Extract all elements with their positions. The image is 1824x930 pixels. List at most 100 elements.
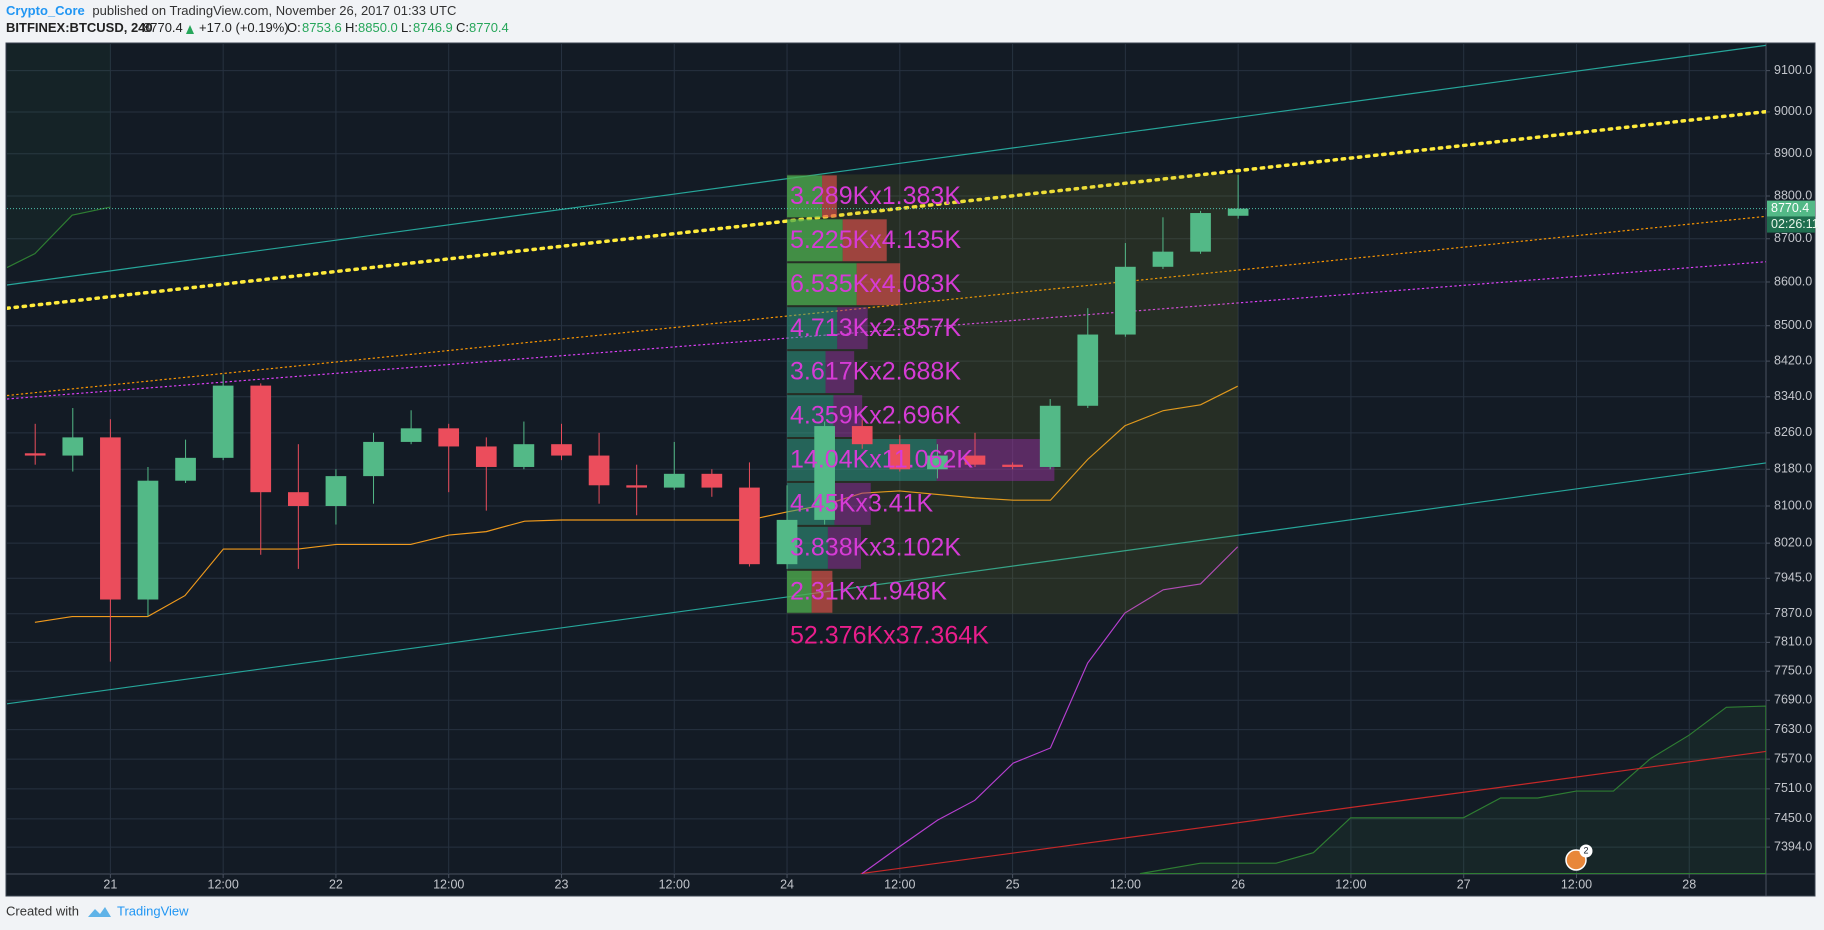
y-tick-label: 8180.0: [1774, 462, 1812, 476]
candle-body: [588, 455, 610, 486]
footer-brand[interactable]: TradingView: [117, 903, 189, 918]
candle-body: [663, 473, 685, 488]
y-tick-label: 7810.0: [1774, 635, 1812, 649]
profile-buy: [787, 570, 812, 613]
profile-label: 3.289Kx1.383K: [790, 182, 961, 210]
profile-sell: [834, 482, 871, 525]
x-tick-label: 23: [555, 877, 569, 891]
close-value: 8770.4: [469, 20, 509, 35]
trend-line: [860, 750, 1766, 874]
y-tick-label: 7630.0: [1774, 722, 1812, 736]
ohlc-name: C:: [456, 20, 469, 35]
y-tick-label: 8800.0: [1774, 188, 1812, 202]
y-tick-label: 7450.0: [1774, 811, 1812, 825]
profile-label: 4.45Kx3.41K: [790, 490, 933, 518]
candle-body: [1002, 464, 1023, 467]
ohlc-name: L:: [401, 20, 412, 35]
badge: 2: [1565, 844, 1593, 871]
x-tick-label: 12:00: [1335, 877, 1366, 891]
candle-body: [889, 444, 911, 470]
profile-label: 5.225Kx4.135K: [790, 226, 961, 254]
candle-body: [1077, 334, 1099, 406]
candle-body: [739, 487, 760, 565]
published: published on TradingView.com, November 2…: [92, 3, 456, 18]
open-value: 8753.6: [302, 20, 342, 35]
badge-dot: [1579, 844, 1593, 858]
candle-body: [175, 457, 196, 481]
candle-body: [1227, 208, 1249, 216]
profile-sell: [827, 526, 861, 569]
footer-logo[interactable]: [88, 907, 111, 917]
profile-buy: [787, 175, 823, 218]
profile-label: 4.713Kx2.857K: [790, 314, 961, 342]
cloud: [1139, 705, 1766, 874]
profile-buy: [787, 263, 857, 306]
candle-body: [964, 455, 986, 465]
candle-body: [62, 437, 84, 456]
symbol-line: BITFINEX:BTCUSD, 240 8770.4 +17.0 (+0.19…: [6, 20, 509, 35]
cloud-left: [7, 44, 111, 268]
up-arrow: [186, 25, 194, 34]
badge-count: 2: [1583, 845, 1588, 855]
trend-line: [7, 462, 1766, 705]
profile-sell: [811, 570, 833, 613]
candle-body: [1152, 251, 1174, 267]
axes: 9100.0 9000.0 8900.0 8800.0 8700.0 8600.0 8500…: [7, 63, 1819, 891]
y-tick-label: 8100.0: [1774, 498, 1812, 512]
x-tick-label: 12:00: [208, 877, 239, 891]
profile-sell: [825, 351, 855, 394]
countdown-label: 02:26:11: [1771, 217, 1819, 231]
high-value: 8850.0: [358, 20, 398, 35]
x-tick-label: 12:00: [1561, 877, 1592, 891]
candle-body: [1190, 213, 1211, 252]
x-tick-label: 12:00: [884, 877, 915, 891]
candle-body: [363, 441, 384, 477]
profile-buy: [787, 351, 826, 394]
candle-body: [927, 455, 948, 470]
profile-sell: [936, 439, 1055, 481]
x-tick-label: 12:00: [1110, 877, 1141, 891]
y-tick-label: 7750.0: [1774, 664, 1812, 678]
profile-buy: [787, 307, 838, 350]
y-tick-label: 8700.0: [1774, 231, 1812, 245]
profile-labels: 3.289Kx1.383K 5.225Kx4.135K 6.535Kx4.083K 4…: [790, 182, 989, 649]
candle-body: [1115, 266, 1136, 335]
y-tick-label: 7870.0: [1774, 606, 1812, 620]
candle-body: [814, 426, 835, 520]
x-tick-label: 22: [329, 877, 343, 891]
candle-body: [288, 492, 309, 507]
x-tick-label: 21: [103, 877, 117, 891]
author[interactable]: Crypto_Core: [6, 3, 85, 18]
profile-label: 3.617Kx2.688K: [790, 358, 961, 386]
price-tag-label: 8770.4: [1771, 201, 1809, 215]
price-tag: [1767, 200, 1815, 217]
y-tick-label: 7394.0: [1774, 839, 1812, 853]
candle-body: [400, 428, 422, 442]
countdown-tag: [1767, 216, 1815, 233]
y-tick-label: 7690.0: [1774, 693, 1812, 707]
candle-body: [137, 480, 159, 600]
ohlc-name: O:: [287, 20, 301, 35]
y-tick-label: 8500.0: [1774, 318, 1812, 332]
candle-body: [24, 453, 46, 456]
trend-line: [7, 109, 1766, 311]
y-tick-label: 7510.0: [1774, 781, 1812, 795]
candles: [24, 174, 1249, 662]
candle-body: [250, 385, 272, 493]
ohlc-name: H:: [345, 20, 358, 35]
trend-line: [7, 44, 1766, 286]
candle-body: [100, 437, 121, 600]
profile-label: 6.535Kx4.083K: [790, 270, 961, 298]
y-tick-label: 8340.0: [1774, 389, 1812, 403]
y-tick-label: 8600.0: [1774, 274, 1812, 288]
y-tick-label: 8420.0: [1774, 353, 1812, 367]
last-price: 8770.4: [143, 20, 183, 35]
candle-body: [212, 385, 234, 458]
change: +17.0 (+0.19%): [199, 20, 289, 35]
profile-sell: [837, 307, 868, 350]
x-tick-label: 24: [780, 877, 794, 891]
profile-label: 14.04Kx11.062K: [790, 446, 973, 474]
candle-body: [626, 485, 648, 488]
profile-sell: [856, 263, 901, 306]
